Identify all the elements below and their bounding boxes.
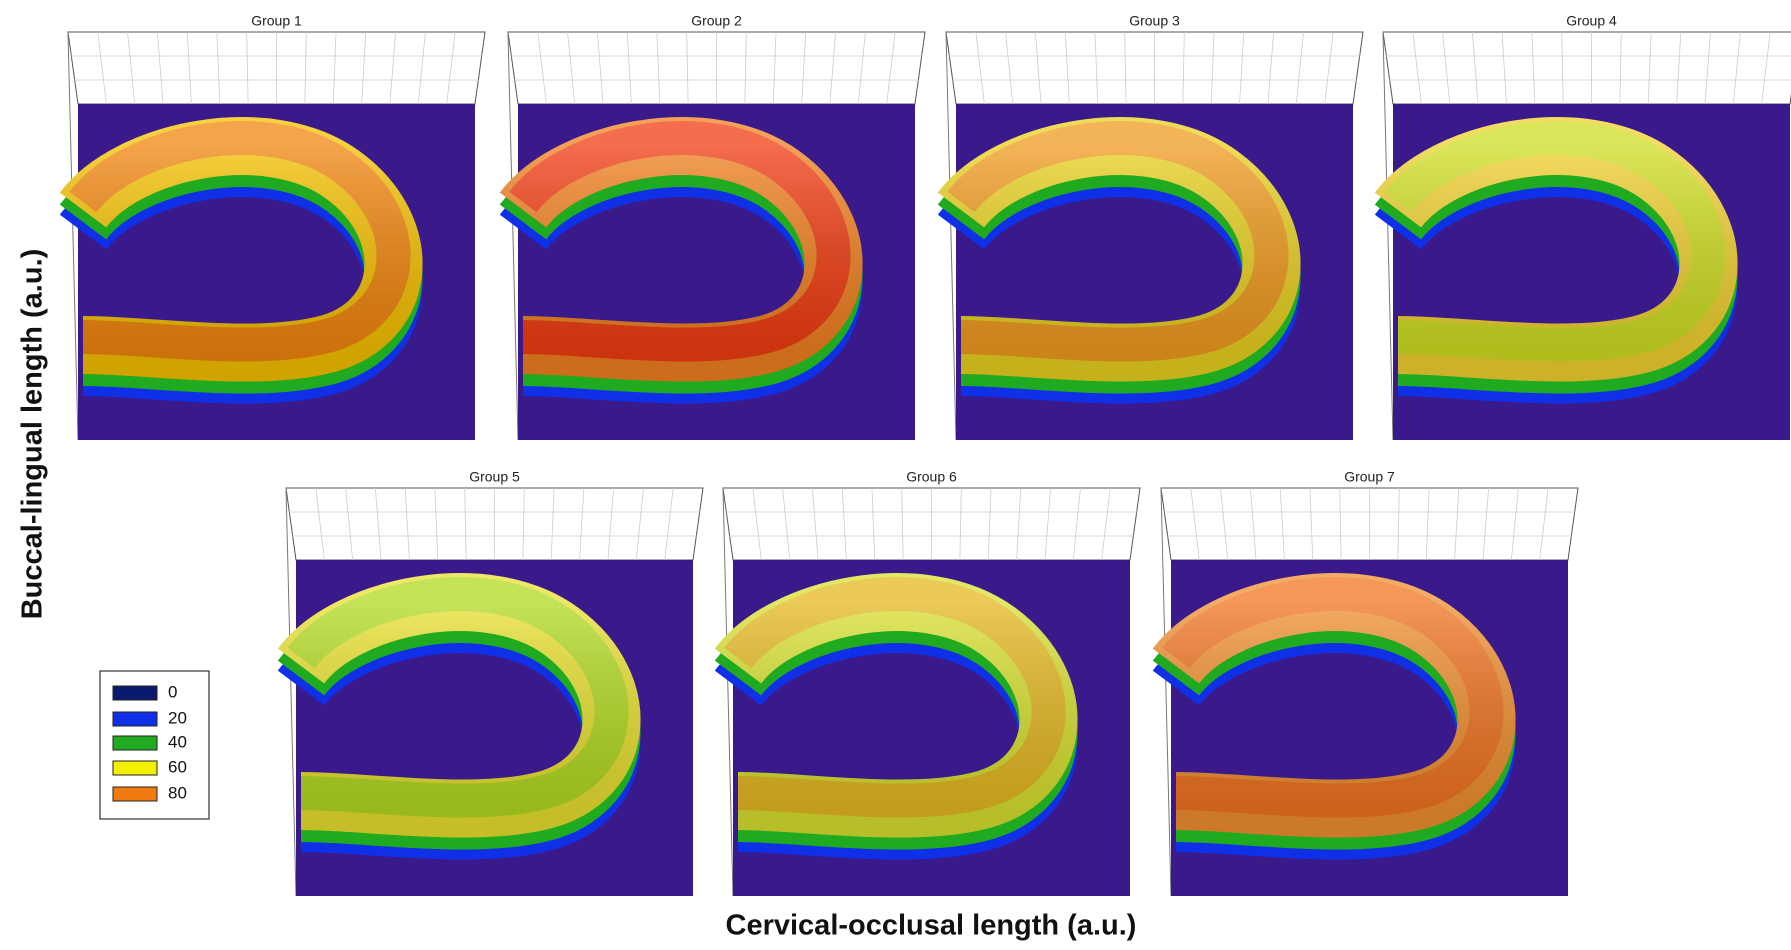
legend-swatch <box>113 736 157 750</box>
legend-label: 60 <box>168 757 187 776</box>
panel-title: Group 3 <box>1129 13 1180 29</box>
panel: Group 7 <box>1161 469 1578 896</box>
legend-swatch <box>113 787 157 801</box>
panel: Group 4 <box>1383 13 1791 440</box>
legend-swatch <box>113 761 157 775</box>
y-axis-label: Buccal-lingual length (a.u.) <box>17 249 49 620</box>
panel-title: Group 2 <box>691 13 742 29</box>
page: {"axes": {"x_label": "Cervical-occlusal … <box>0 0 1791 950</box>
panel-title: Group 7 <box>1344 469 1395 485</box>
panel: Group 2 <box>508 13 925 440</box>
legend-label: 20 <box>168 708 187 727</box>
panel-title: Group 5 <box>469 469 520 485</box>
panel: Group 1 <box>68 13 485 440</box>
panel-title: Group 6 <box>906 469 957 485</box>
legend-label: 0 <box>168 682 177 701</box>
box-frame <box>1383 32 1791 104</box>
panel: Group 6 <box>723 469 1140 896</box>
panel: Group 5 <box>286 469 703 896</box>
panel-title: Group 4 <box>1566 13 1617 29</box>
legend-swatch <box>113 686 157 700</box>
panel: Group 3 <box>946 13 1363 440</box>
panel-title: Group 1 <box>251 13 302 29</box>
legend-label: 80 <box>168 783 187 802</box>
legend-swatch <box>113 712 157 726</box>
legend-label: 40 <box>168 732 187 751</box>
x-axis-label: Cervical-occlusal length (a.u.) <box>726 910 1137 942</box>
figure: Cervical-occlusal length (a.u.) Buccal-l… <box>0 0 1791 950</box>
